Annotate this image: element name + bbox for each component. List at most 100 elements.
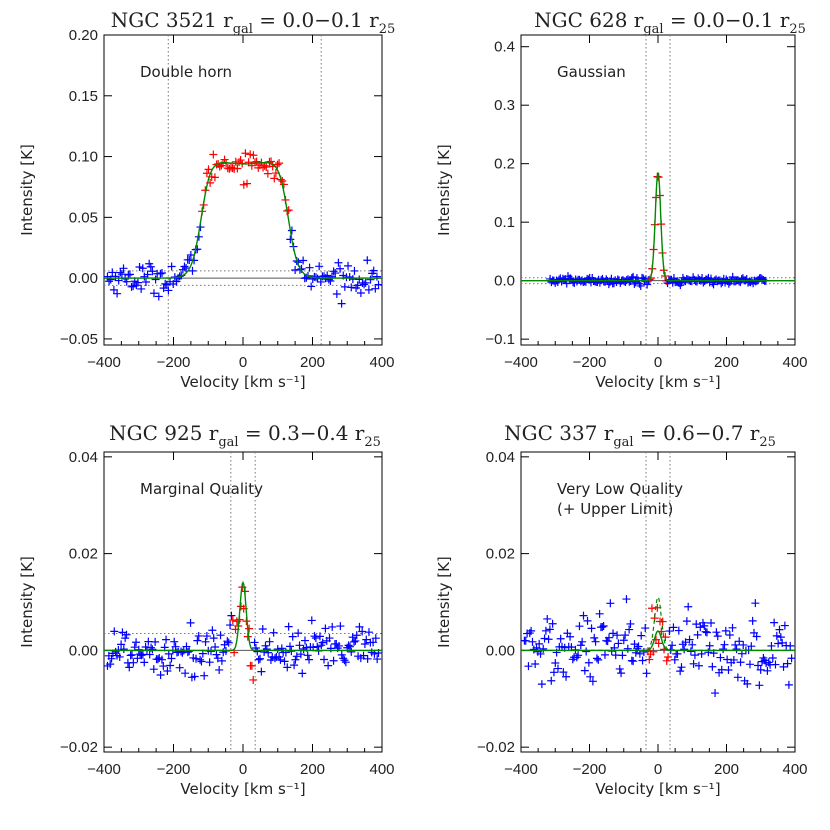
- data-point: [778, 638, 787, 647]
- data-point: [562, 672, 571, 681]
- data-point: [110, 627, 119, 636]
- data-point: [111, 272, 120, 281]
- data-point: [544, 635, 553, 644]
- data-point: [336, 622, 345, 631]
- data-point: [307, 616, 316, 625]
- data-point: [299, 256, 308, 265]
- data-point: [141, 278, 150, 287]
- data-point: [331, 269, 340, 278]
- data-point: [324, 661, 333, 670]
- data-point: [736, 658, 745, 667]
- profile-annotation: Very Low Quality: [557, 480, 683, 498]
- data-point: [531, 659, 540, 668]
- data-point: [167, 654, 176, 663]
- data-point: [704, 648, 713, 657]
- data-point: [156, 269, 165, 278]
- fit-window-point: [270, 174, 279, 183]
- data-point: [119, 645, 128, 654]
- data-point: [362, 635, 371, 644]
- data-point: [258, 625, 267, 634]
- data-point: [359, 651, 368, 660]
- data-point: [605, 633, 613, 642]
- data-point: [681, 638, 690, 647]
- x-tick-label: 0: [239, 354, 247, 371]
- data-point: [673, 649, 682, 658]
- data-point: [716, 653, 725, 662]
- x-tick-label: 0: [654, 761, 662, 778]
- data-point: [598, 623, 607, 632]
- data-point: [296, 650, 305, 659]
- data-point: [122, 277, 131, 286]
- data-point: [269, 628, 278, 637]
- data-point: [676, 667, 685, 676]
- data-point: [316, 277, 325, 286]
- panel-title-ngc337: NGC 337 rgal = 0.6−0.7 r25: [504, 421, 776, 450]
- data-point: [335, 641, 344, 650]
- x-axis-label: Velocity [km s⁻¹]: [595, 780, 720, 798]
- data-point: [315, 262, 324, 271]
- data-point: [137, 284, 146, 293]
- x-tick-label: 400: [369, 354, 394, 371]
- data-point: [703, 628, 711, 637]
- data-point: [328, 622, 337, 631]
- data-point: [606, 599, 615, 608]
- y-tick-label: 0.10: [69, 149, 98, 166]
- data-point: [217, 656, 226, 665]
- data-point: [725, 630, 734, 639]
- data-point: [144, 637, 153, 646]
- data-point: [167, 262, 176, 271]
- data-point: [751, 599, 760, 608]
- data-point: [572, 653, 581, 662]
- data-point: [188, 266, 197, 275]
- data-point: [305, 655, 314, 664]
- data-point: [295, 641, 304, 650]
- data-point: [371, 634, 380, 643]
- data-point: [625, 625, 634, 634]
- data-point: [341, 658, 350, 667]
- data-point: [344, 641, 353, 650]
- data-point: [614, 639, 623, 648]
- data-point: [227, 611, 236, 620]
- data-point: [265, 637, 274, 646]
- data-point: [166, 661, 175, 670]
- data-point: [584, 658, 593, 667]
- data-point: [728, 623, 737, 632]
- data-point: [701, 627, 710, 636]
- data-point: [607, 274, 616, 283]
- data-point: [786, 641, 795, 650]
- data-point: [583, 616, 592, 625]
- data-point: [261, 641, 270, 650]
- data-point: [537, 680, 546, 689]
- fit-window-point: [654, 639, 663, 648]
- data-point: [285, 642, 294, 651]
- data-point: [685, 635, 694, 644]
- data-point: [200, 671, 209, 680]
- y-tick-label: 0.04: [69, 449, 98, 466]
- data-point: [609, 629, 618, 638]
- fit-window-point: [228, 616, 237, 625]
- y-tick-label: 0.15: [69, 88, 98, 105]
- x-tick-label: 400: [782, 354, 807, 371]
- data-point: [684, 602, 693, 611]
- data-point: [254, 655, 263, 664]
- data-point: [720, 640, 729, 649]
- y-tick-label: 0.1: [494, 214, 515, 231]
- profile-annotation: Marginal Quality: [140, 480, 263, 498]
- data-point: [591, 637, 600, 646]
- data-point: [528, 637, 537, 646]
- data-point: [712, 628, 721, 637]
- data-point: [190, 672, 199, 681]
- fit-window-point: [241, 149, 250, 158]
- y-tick-label: −0.02: [477, 739, 515, 756]
- data-point: [163, 666, 172, 675]
- data-point: [209, 634, 218, 643]
- x-axis-label: Velocity [km s⁻¹]: [595, 373, 720, 391]
- data-point: [347, 283, 356, 292]
- data-point: [732, 645, 741, 654]
- data-point: [133, 654, 142, 663]
- data-point: [287, 226, 296, 235]
- data-point: [181, 669, 190, 678]
- panel-ngc337: NGC 337 rgal = 0.6−0.7 r25 −400 −200 0 200 4…: [435, 421, 808, 798]
- data-point: [197, 657, 206, 666]
- panel-ngc3521: NGC 3521 rgal = 0.0−0.1 r25 −400 −200 0 200…: [18, 8, 395, 391]
